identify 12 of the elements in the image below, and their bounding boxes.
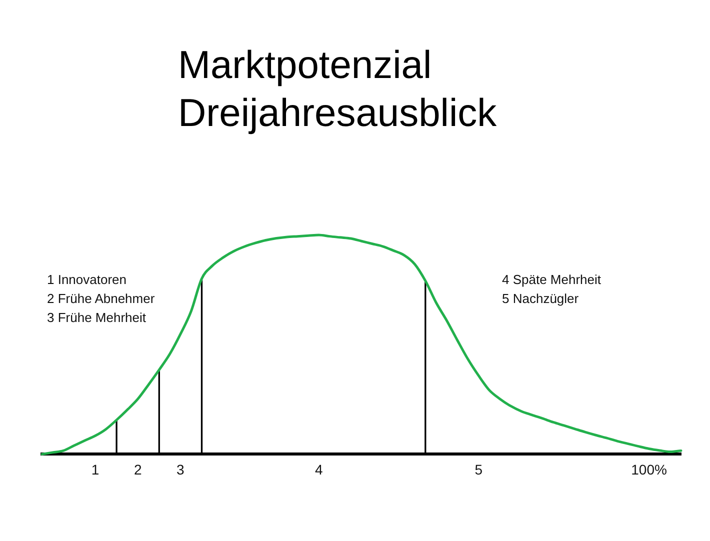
annotation: 4 Späte Mehrheit [502, 271, 602, 289]
annotation: 2 Frühe Abnehmer [47, 290, 155, 308]
annotation: 3 Frühe Mehrheit [47, 309, 147, 327]
x-tick-label: 100% [631, 461, 667, 478]
x-tick-label: 3 [176, 461, 185, 478]
x-tick-label: 1 [91, 461, 100, 478]
x-tick-label: 4 [315, 461, 323, 478]
chart-title: Marktpotenzial Dreijahresausblick [178, 43, 498, 137]
annotation: 5 Nachzügler [502, 290, 580, 308]
annotation: 1 Innovatoren [47, 271, 128, 289]
x-tick-label: 5 [474, 461, 483, 478]
x-tick-label: 2 [134, 461, 142, 478]
